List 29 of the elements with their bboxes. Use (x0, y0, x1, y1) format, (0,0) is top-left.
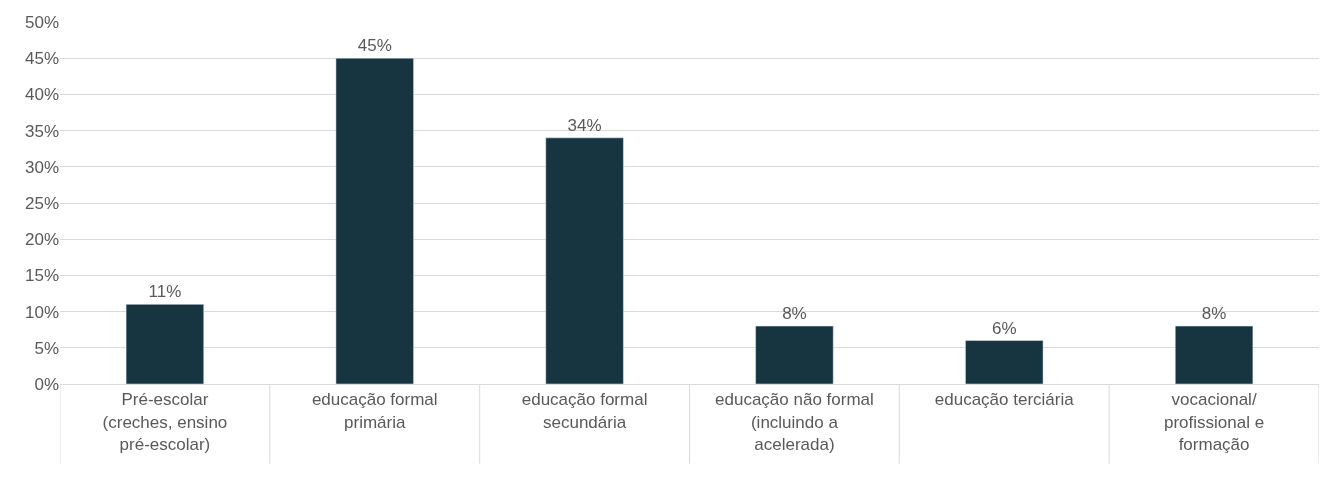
x-tick-label: educação formal secundária (521, 390, 648, 432)
y-tick-label: 50% (24, 12, 59, 32)
x-tick-label: vocacional/ profissional e formação (1163, 390, 1265, 454)
bar (965, 340, 1044, 384)
data-label: 45% (357, 36, 392, 56)
data-label: 8% (1201, 304, 1227, 324)
y-tick-label: 25% (24, 193, 59, 213)
y-tick-label: 10% (24, 302, 59, 322)
y-tick-label: 15% (24, 266, 59, 286)
y-tick-label: 40% (24, 85, 59, 105)
y-tick-label: 30% (24, 157, 59, 177)
bar (755, 325, 834, 384)
y-tick-label: 5% (34, 338, 59, 358)
data-label: 34% (567, 115, 602, 135)
y-tick-label: 35% (24, 121, 59, 141)
x-tick-label: educação formal primária (311, 390, 438, 432)
y-tick-label: 45% (24, 49, 59, 69)
bar (335, 57, 414, 384)
y-tick-label: 20% (24, 230, 59, 250)
data-label: 8% (782, 304, 807, 324)
bar (1175, 325, 1254, 384)
x-tick-label: Pré-escolar (creches, ensino pré-escolar) (102, 390, 228, 454)
bar (125, 304, 204, 384)
data-label: 6% (991, 318, 1017, 338)
x-tick-label: educação não formal (incluindo a acelerada) (715, 390, 874, 454)
x-tick-label: educação terciária (934, 390, 1075, 410)
bar (545, 137, 624, 384)
data-label: 11% (148, 282, 182, 302)
y-tick-label: 0% (34, 374, 59, 394)
